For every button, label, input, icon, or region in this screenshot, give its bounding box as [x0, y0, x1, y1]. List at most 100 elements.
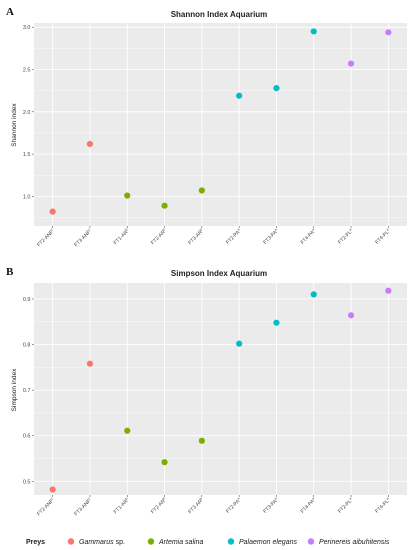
shannon-y-ticks: 1.0 1.5 2.0 2.5 3.0: [23, 25, 34, 200]
shannon-x-ticks: FT2-ANFc FT3-ANFc FT1-ARb FT2-ARb FT3-ARb FT2…: [35, 226, 392, 248]
shannon-x-tick-label: FT2-ARb: [149, 227, 168, 246]
simpson-x-tick-label: FT3-ARb: [187, 496, 206, 515]
panel-letter-b: B: [6, 266, 14, 278]
simpson-x-tick-label: FT3-PAa: [262, 496, 280, 514]
simpson-x-tick-superscript: a: [348, 496, 352, 500]
simpson-y-tick-label: 0.7: [23, 388, 31, 394]
shannon-x-tick-superscript: c: [50, 227, 54, 231]
simpson-x-tick-superscript: b: [162, 496, 166, 500]
simpson-x-tick-superscript: a: [274, 496, 278, 500]
shannon-point-ft1-ar: [124, 192, 131, 199]
shannon-y-axis-title: Shannon index: [11, 103, 18, 147]
shannon-chart: A Shannon Index Aquarium Shannon index 1…: [6, 6, 407, 248]
simpson-plot-background: [34, 283, 407, 495]
shannon-x-tick-label: FT3-PAa: [262, 227, 280, 245]
shannon-x-tick-label: FT2-PLa: [336, 227, 354, 245]
simpson-x-ticks: FT2-ANFc FT3-ANFc FT1-ARb FT2-ARb FT3-ARb FT2…: [35, 495, 392, 517]
shannon-chart-title: Shannon Index Aquarium: [171, 10, 268, 19]
simpson-x-tick-label: FT3-ANFc: [73, 496, 94, 517]
simpson-x-tick-label: FT2-PAa: [224, 496, 242, 514]
simpson-y-axis-title: Simpson index: [11, 368, 18, 411]
simpson-x-tick-superscript: a: [385, 496, 389, 500]
simpson-x-tick-label: FT4-PAa: [299, 496, 317, 514]
legend-swatch-perinereis: [307, 538, 315, 545]
legend-label-artemia: Artemia salina: [158, 539, 203, 546]
legend: Preys Gammarus sp. Artemia salina Palaemon…: [26, 538, 390, 546]
shannon-gridlines: [34, 23, 407, 226]
simpson-x-tick-label: FT2-ANFc: [35, 496, 56, 517]
shannon-x-tick-superscript: a: [385, 227, 389, 231]
shannon-x-tick-superscript: b: [162, 227, 166, 231]
shannon-x-tick-superscript: b: [199, 227, 203, 231]
shannon-x-tick-superscript: a: [348, 227, 352, 231]
simpson-x-tick-superscript: b: [199, 496, 203, 500]
simpson-x-tick-superscript: b: [124, 496, 128, 500]
shannon-point-ft4-pl: [385, 29, 392, 36]
legend-swatch-gammarus: [67, 538, 75, 545]
legend-title: Preys: [26, 539, 45, 546]
shannon-x-tick-label: FT2-ANFc: [35, 227, 56, 248]
simpson-y-ticks: 0.5 0.6 0.7 0.8 0.9: [23, 297, 34, 485]
simpson-point-ft2-ar: [161, 459, 168, 466]
simpson-y-tick-label: 0.8: [23, 343, 31, 349]
simpson-x-tick-label: FT1-ARb: [112, 496, 131, 515]
simpson-gridlines: [34, 283, 407, 495]
legend-label-perinereis: Perinereis aibuhitensis: [319, 539, 390, 546]
simpson-x-tick-superscript: a: [236, 496, 240, 500]
shannon-points: [49, 28, 392, 215]
shannon-x-tick-label: FT3-ARb: [187, 227, 206, 246]
legend-label-genus: Gammarus: [79, 539, 116, 546]
simpson-point-ft4-pl: [385, 287, 392, 294]
shannon-plot-background: [34, 23, 407, 226]
simpson-x-tick-label: FT4-PLa: [374, 496, 392, 514]
shannon-point-ft2-pl: [347, 60, 355, 67]
simpson-point-ft2-pl: [347, 312, 355, 319]
simpson-point-ft2-anf: [49, 486, 56, 493]
shannon-point-ft2-anf: [49, 208, 56, 215]
simpson-y-tick-label: 0.6: [23, 434, 31, 440]
shannon-point-ft4-pa: [310, 28, 317, 35]
simpson-x-tick-superscript: a: [311, 496, 315, 500]
shannon-x-tick-label: FT4-PLa: [374, 227, 392, 245]
shannon-x-tick-superscript: a: [274, 227, 278, 231]
simpson-y-tick-label: 0.9: [23, 297, 31, 303]
shannon-x-tick-label: FT3-ANFc: [73, 227, 94, 248]
shannon-point-ft2-pa: [236, 92, 243, 99]
simpson-y-tick-label: 0.5: [23, 479, 31, 485]
simpson-point-ft3-ar: [198, 437, 205, 444]
simpson-point-ft2-pa: [236, 340, 243, 347]
shannon-point-ft2-ar: [161, 202, 168, 209]
simpson-point-ft3-pa: [273, 319, 280, 326]
shannon-x-tick-superscript: c: [87, 227, 91, 231]
simpson-chart-title: Simpson Index Aquarium: [171, 269, 267, 278]
panel-letter-a: A: [6, 6, 14, 18]
simpson-chart: B Simpson Index Aquarium Simpson index 0…: [6, 266, 407, 517]
legend-swatch-palaemon: [227, 538, 235, 545]
simpson-point-ft3-anf: [86, 360, 94, 367]
legend-label-sp: sp.: [116, 539, 125, 546]
shannon-point-ft3-ar: [198, 187, 205, 194]
simpson-points: [49, 287, 392, 493]
legend-label-palaemon: Palaemon elegans: [239, 539, 297, 546]
shannon-y-tick-label: 2.5: [23, 68, 31, 74]
shannon-point-ft3-anf: [86, 140, 94, 148]
legend-label-gammarus: Gammarus sp.: [79, 539, 125, 546]
shannon-y-tick-label: 3.0: [23, 25, 31, 31]
simpson-x-tick-superscript: c: [87, 496, 91, 500]
simpson-x-tick-superscript: c: [50, 496, 54, 500]
simpson-x-tick-label: FT2-PLa: [336, 496, 354, 514]
shannon-x-tick-label: FT2-PAa: [224, 227, 242, 245]
shannon-x-tick-label: FT1-ARb: [112, 227, 131, 246]
shannon-x-tick-label: FT4-PAa: [299, 227, 317, 245]
shannon-point-ft3-pa: [273, 85, 280, 92]
shannon-x-tick-superscript: b: [124, 227, 128, 231]
simpson-point-ft4-pa: [310, 291, 317, 298]
legend-swatch-artemia: [147, 538, 155, 545]
shannon-y-tick-label: 2.0: [23, 110, 31, 116]
simpson-x-tick-label: FT2-ARb: [149, 496, 168, 515]
shannon-y-tick-label: 1.0: [23, 194, 31, 200]
shannon-y-tick-label: 1.5: [23, 152, 31, 158]
shannon-x-tick-superscript: a: [311, 227, 315, 231]
simpson-point-ft1-ar: [124, 427, 131, 434]
